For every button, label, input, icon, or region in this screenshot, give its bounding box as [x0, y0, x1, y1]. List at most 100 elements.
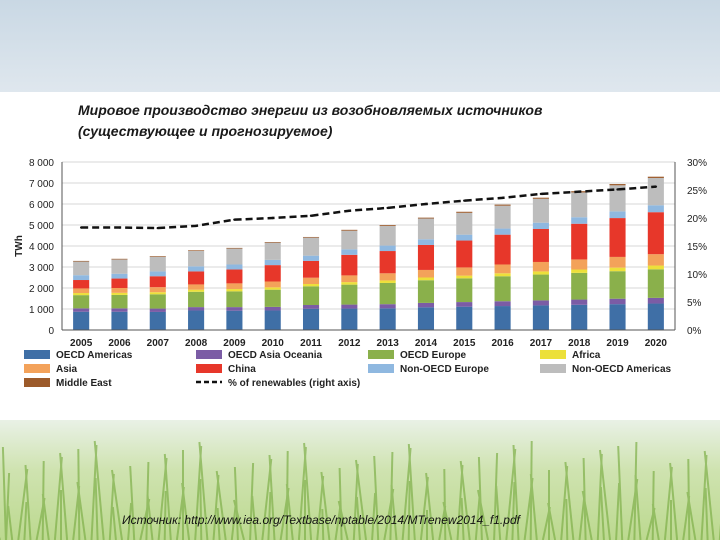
bar-segment — [149, 308, 166, 312]
bar-segment — [609, 298, 626, 305]
bar-segment — [494, 234, 511, 265]
bar-segment — [571, 217, 588, 224]
y-tick-label: 4 000 — [29, 242, 54, 253]
bar-segment — [532, 305, 549, 330]
x-tick-label: 2017 — [530, 338, 553, 349]
bar-segment — [111, 292, 128, 295]
legend-label: Middle East — [56, 378, 112, 389]
bar-segment — [73, 280, 90, 289]
bar-segment — [417, 244, 435, 270]
bar-segment — [494, 204, 511, 206]
grass-blade — [215, 470, 227, 540]
grass-blade — [199, 478, 203, 540]
grass-background — [0, 420, 720, 540]
bar-segment — [417, 307, 435, 330]
line-point — [118, 226, 121, 229]
grass-blade — [529, 473, 538, 540]
grass-blade — [76, 481, 87, 540]
legend-swatch — [196, 350, 222, 359]
bar-segment — [647, 205, 664, 213]
bar-segment — [609, 184, 626, 186]
grass-blade — [355, 459, 367, 540]
bar-segment — [379, 225, 396, 246]
legend-swatch — [24, 350, 50, 359]
line-point — [578, 190, 581, 193]
grass-blade — [459, 460, 471, 540]
bar-segment — [111, 308, 128, 312]
chart-title: Мировое производство энергии из возобнов… — [78, 102, 543, 139]
bar-segment — [494, 276, 511, 302]
grass-blade — [371, 492, 377, 540]
bar-segment — [73, 308, 90, 312]
bar-segment — [571, 304, 588, 330]
bar-segment — [302, 260, 320, 278]
bar-segment — [149, 256, 166, 272]
legend-label: Non-OECD Americas — [572, 364, 672, 375]
bar-segment — [417, 277, 435, 281]
y-tick-label: 7 000 — [29, 179, 54, 190]
grass-blade — [389, 451, 394, 540]
bar-segment — [111, 273, 128, 279]
grass-blade — [94, 477, 99, 540]
grass-blade — [390, 484, 398, 540]
x-tick-label: 2020 — [645, 338, 668, 349]
chart: 0 1 000 2 000 3 000 4 000 5 000 6 000 7 000 8 00… — [14, 158, 707, 389]
bar-segment — [111, 311, 128, 330]
grass-blade — [24, 464, 32, 540]
legend: OECD Americas OECD Asia Oceania OECD Europ… — [24, 350, 672, 389]
grass-blade — [355, 496, 361, 540]
bar-segment — [302, 284, 320, 287]
bar-segment — [341, 308, 358, 330]
bar-segment — [532, 274, 549, 301]
bar-segment — [379, 308, 396, 330]
bar-segment — [456, 211, 473, 213]
bar-segment — [341, 254, 358, 276]
grass-blade — [407, 480, 411, 540]
bar-segment — [341, 249, 358, 255]
bar-segment — [226, 310, 243, 330]
bar-segment — [149, 271, 166, 277]
grass-blade — [599, 449, 611, 540]
bar-segment — [571, 259, 588, 270]
bar-segment — [609, 304, 626, 330]
line-point — [539, 192, 543, 196]
bar-segment — [264, 242, 281, 260]
x-tick-label: 2019 — [606, 338, 629, 349]
bar-segment — [417, 269, 435, 278]
bar-segment — [226, 283, 243, 290]
bar-segment — [73, 288, 90, 294]
bar-segment — [264, 289, 281, 307]
bar-segment — [379, 251, 396, 274]
bar-segment — [302, 277, 320, 285]
bar-segment — [264, 259, 281, 266]
bar-segment — [73, 275, 90, 281]
line-point — [233, 218, 236, 221]
y2-tick-label: 5% — [687, 298, 702, 309]
grass-blade — [373, 455, 380, 540]
bar-segment — [73, 261, 90, 276]
bar-segment — [341, 230, 358, 250]
bar-segment — [188, 250, 205, 251]
bar-segment — [302, 308, 320, 330]
bar-segment — [149, 292, 166, 295]
bar-segment — [456, 302, 473, 307]
grass-blade — [146, 494, 154, 540]
bar-segment — [609, 211, 626, 219]
grass-blade — [425, 472, 435, 540]
legend-label: % of renewables (right axis) — [228, 378, 360, 389]
bar-segment — [188, 289, 205, 292]
grass-blade — [442, 501, 453, 540]
bar-segment — [494, 205, 511, 229]
bar-segment — [302, 236, 320, 238]
grass-blade — [163, 490, 167, 540]
y2-tick-label: 0% — [687, 326, 702, 337]
grass-blade — [198, 441, 209, 540]
grass-blade — [111, 469, 123, 540]
bar-segment — [456, 306, 473, 330]
y-tick-label: 3 000 — [29, 263, 54, 274]
y-tick-label: 6 000 — [29, 200, 54, 211]
bar-segment — [456, 234, 473, 241]
grass-blade — [320, 471, 331, 540]
bar-segment — [379, 282, 396, 305]
grass-blade — [338, 467, 343, 540]
